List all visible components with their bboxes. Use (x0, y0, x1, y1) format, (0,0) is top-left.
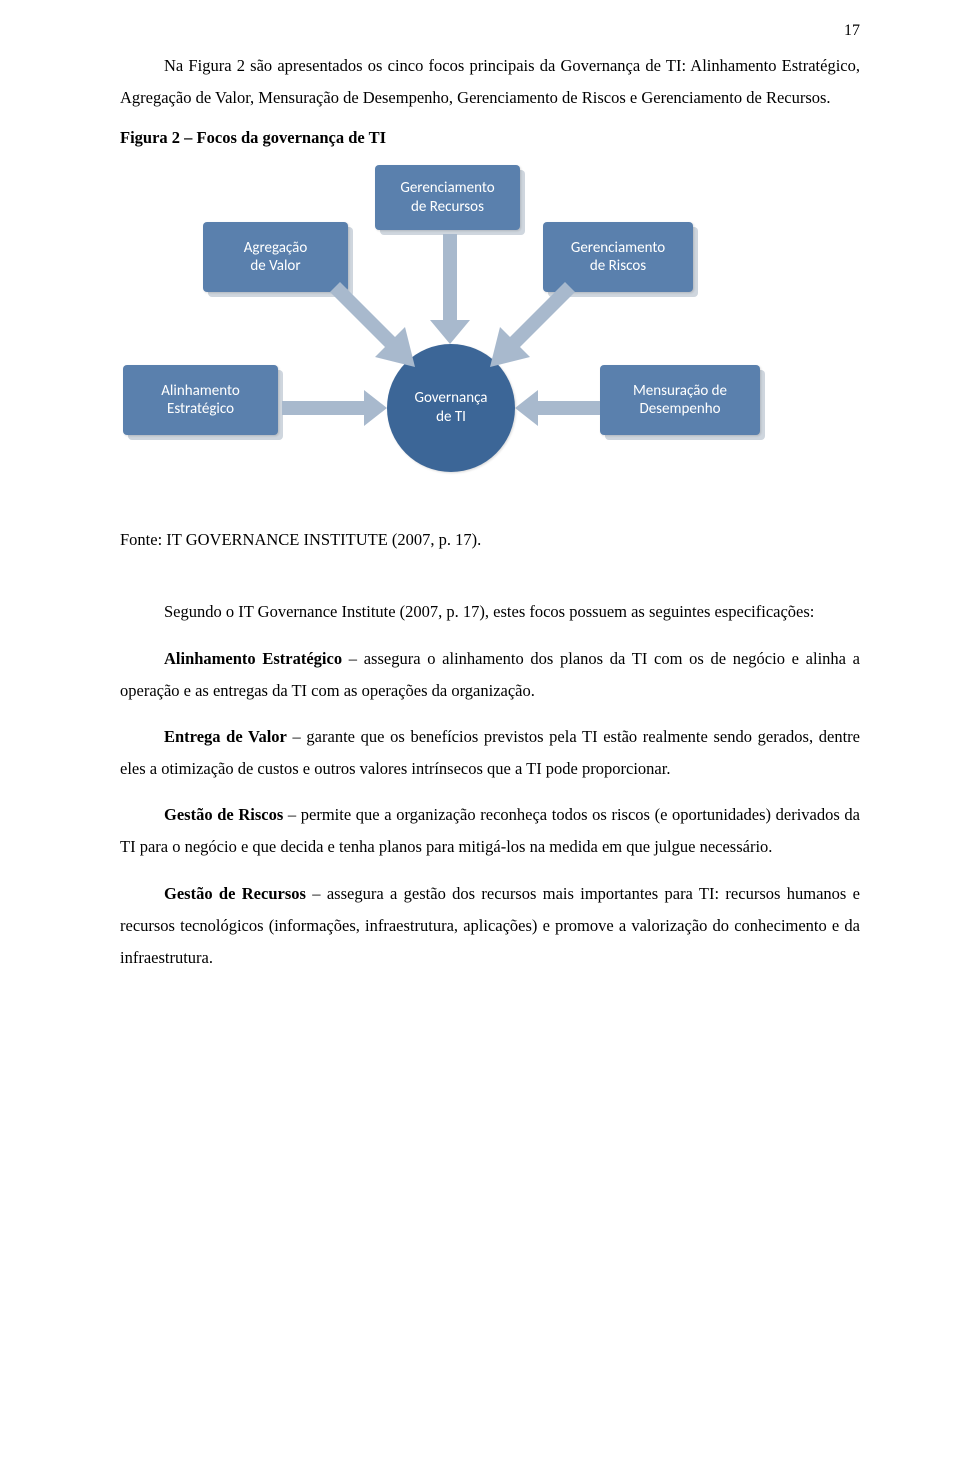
paragraph-alinhamento: Alinhamento Estratégico – assegura o ali… (120, 643, 860, 707)
tr-line2: de Riscos (590, 257, 646, 275)
arrow-top-right (490, 282, 575, 367)
top-line1: Gerenciamento (400, 179, 494, 197)
p4-bold: Gestão de Recursos (164, 884, 306, 903)
diagram-box-right: Mensuração de Desempenho (600, 365, 760, 435)
arrow-left (282, 390, 387, 426)
diagram-box-top: Gerenciamento de Recursos (375, 165, 520, 230)
center-line1: Governança (415, 389, 488, 407)
figure-title: Figura 2 – Focos da governança de TI (120, 128, 860, 148)
lead-in-paragraph: Segundo o IT Governance Institute (2007,… (120, 596, 860, 628)
diagram-box-top-left: Agregação de Valor (203, 222, 348, 292)
figure-source: Fonte: IT GOVERNANCE INSTITUTE (2007, p.… (120, 530, 860, 550)
p3-bold: Gestão de Riscos (164, 805, 283, 824)
paragraph-recursos: Gestão de Recursos – assegura a gestão d… (120, 878, 860, 975)
intro-paragraph: Na Figura 2 são apresentados os cinco fo… (120, 50, 860, 114)
arrow-right (515, 390, 600, 426)
center-line2: de TI (436, 408, 466, 426)
arrow-top (430, 234, 470, 344)
l-line1: Alinhamento (161, 382, 240, 400)
paragraph-entrega: Entrega de Valor – garante que os benefí… (120, 721, 860, 785)
top-line2: de Recursos (411, 198, 484, 216)
p2-bold: Entrega de Valor (164, 727, 287, 746)
l-line2: Estratégico (167, 400, 234, 418)
paragraph-riscos: Gestão de Riscos – permite que a organiz… (120, 799, 860, 863)
page-number: 17 (844, 22, 860, 40)
arrow-top-left (330, 282, 415, 367)
p1-bold: Alinhamento Estratégico (164, 649, 342, 668)
tl-line1: Agregação (244, 239, 308, 257)
tr-line1: Gerenciamento (571, 239, 665, 257)
r-line1: Mensuração de (633, 382, 727, 400)
tl-line2: de Valor (250, 257, 300, 275)
diagram-box-left: Alinhamento Estratégico (123, 365, 278, 435)
governance-diagram: Governança de TI Gerenciamento de Recurs… (110, 162, 770, 512)
r-line2: Desempenho (639, 400, 720, 418)
document-page: 17 Na Figura 2 são apresentados os cinco… (0, 0, 960, 1048)
